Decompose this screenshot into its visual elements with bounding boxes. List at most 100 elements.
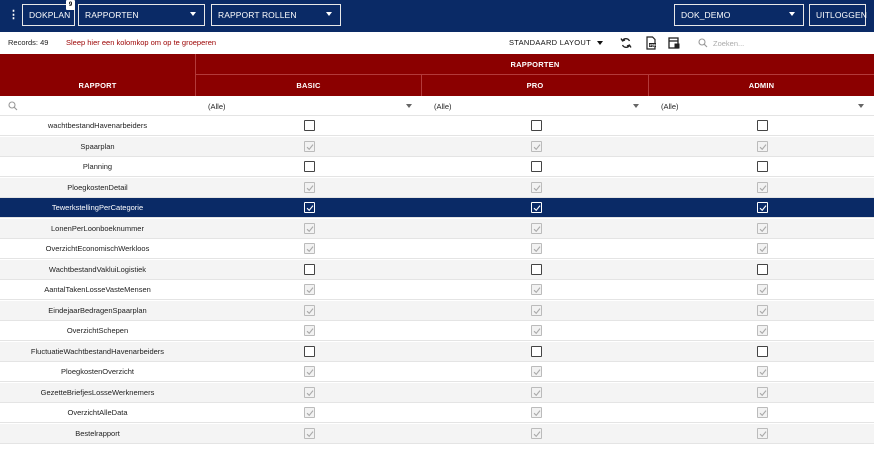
pro-checkbox[interactable]	[531, 386, 542, 398]
pro-checkbox[interactable]	[531, 427, 542, 439]
admin-checkbox[interactable]	[757, 222, 768, 234]
column-header-rapport[interactable]: RAPPORT	[0, 54, 196, 96]
view-select[interactable]: RAPPORT ROLLEN	[211, 4, 341, 26]
basic-checkbox[interactable]	[304, 263, 315, 275]
environment-select[interactable]: DOK_DEMO	[674, 4, 804, 26]
pro-checkbox[interactable]	[531, 284, 542, 295]
refresh-icon[interactable]	[619, 36, 633, 50]
table-row[interactable]: OverzichtSchepen	[0, 321, 874, 341]
checkmark-icon	[759, 246, 767, 253]
pro-checkbox[interactable]	[531, 243, 542, 254]
table-row[interactable]: TewerkstellingPerCategorie	[0, 198, 874, 218]
basic-checkbox[interactable]	[304, 120, 315, 131]
basic-checkbox[interactable]	[304, 325, 315, 336]
pro-checkbox[interactable]	[531, 120, 542, 131]
group-panel-hint[interactable]: Sleep hier een kolomkop om op te groeper…	[66, 38, 217, 47]
checkmark-icon	[306, 143, 314, 150]
basic-checkbox[interactable]	[304, 427, 315, 439]
table-row[interactable]: EindejaarBedragenSpaarplan	[0, 300, 874, 321]
pro-checkbox[interactable]	[531, 366, 542, 377]
chevron-down-icon	[406, 104, 412, 108]
table-row[interactable]: OverzichtAlleData	[0, 403, 874, 423]
column-header-pro[interactable]: PRO	[422, 75, 649, 96]
admin-checkbox[interactable]	[757, 304, 768, 316]
basic-checkbox[interactable]	[304, 407, 315, 418]
pro-checkbox[interactable]	[531, 161, 542, 172]
filter-pro-value: (Alle)	[434, 102, 452, 111]
admin-checkbox[interactable]	[757, 345, 768, 357]
pro-checkbox[interactable]	[531, 263, 542, 275]
chevron-down-icon	[789, 12, 795, 16]
column-chooser-icon[interactable]	[667, 36, 681, 50]
layout-select[interactable]: STANDAARD LAYOUT	[509, 38, 604, 47]
pro-checkbox[interactable]	[531, 304, 542, 316]
table-row[interactable]: FluctuatieWachtbestandHavenarbeiders	[0, 341, 874, 362]
pro-checkbox[interactable]	[531, 407, 542, 418]
column-header-basic[interactable]: BASIC	[196, 75, 422, 96]
table-row[interactable]: PloegkostenDetail	[0, 177, 874, 198]
search-icon[interactable]	[8, 101, 18, 113]
table-row[interactable]: Bestelrapport	[0, 423, 874, 444]
admin-checkbox[interactable]	[757, 407, 768, 418]
checkmark-icon	[306, 328, 314, 335]
table-row[interactable]: GezetteBriefjesLosseWerknemers	[0, 382, 874, 403]
search-input[interactable]	[713, 37, 863, 50]
column-header-admin[interactable]: ADMIN	[649, 75, 874, 96]
more-menu-icon[interactable]: ⋮	[8, 9, 19, 21]
app-button[interactable]: DOKPLAN	[22, 4, 75, 26]
pro-checkbox[interactable]	[531, 202, 542, 213]
basic-checkbox[interactable]	[304, 140, 315, 152]
basic-checkbox[interactable]	[304, 222, 315, 234]
app-button-label: DOKPLAN	[29, 10, 71, 20]
admin-checkbox[interactable]	[757, 427, 768, 439]
module-select[interactable]: RAPPORTEN	[78, 4, 205, 26]
search-icon	[698, 38, 708, 48]
pro-checkbox[interactable]	[531, 222, 542, 234]
admin-checkbox[interactable]	[757, 366, 768, 377]
export-pdf-icon[interactable]: PDF	[644, 36, 658, 50]
basic-checkbox[interactable]	[304, 181, 315, 193]
filter-admin[interactable]: (Alle)	[649, 96, 874, 116]
table-row[interactable]: LonenPerLoonboeknummer	[0, 218, 874, 239]
filter-basic[interactable]: (Alle)	[196, 96, 422, 116]
admin-checkbox[interactable]	[757, 161, 768, 172]
pro-checkbox[interactable]	[531, 325, 542, 336]
table-row[interactable]: wachtbestandHavenarbeiders	[0, 116, 874, 136]
search-box[interactable]	[698, 37, 868, 51]
basic-checkbox[interactable]	[304, 386, 315, 398]
table-row[interactable]: Spaarplan	[0, 136, 874, 157]
admin-checkbox[interactable]	[757, 386, 768, 398]
basic-checkbox[interactable]	[304, 243, 315, 254]
svg-text:PDF: PDF	[650, 43, 656, 47]
admin-checkbox[interactable]	[757, 263, 768, 275]
admin-checkbox[interactable]	[757, 325, 768, 336]
basic-checkbox[interactable]	[304, 345, 315, 357]
table-row[interactable]: PloegkostenOverzicht	[0, 362, 874, 382]
admin-checkbox[interactable]	[757, 243, 768, 254]
pro-checkbox[interactable]	[531, 181, 542, 193]
table-row[interactable]: WachtbestandVakluiLogistiek	[0, 259, 874, 280]
pro-checkbox[interactable]	[531, 140, 542, 152]
logout-button-label: UITLOGGEN	[816, 10, 867, 20]
admin-checkbox[interactable]	[757, 140, 768, 152]
checkmark-icon	[533, 143, 541, 150]
admin-checkbox[interactable]	[757, 284, 768, 295]
table-row[interactable]: OverzichtEconomischWerkloos	[0, 239, 874, 259]
basic-checkbox[interactable]	[304, 366, 315, 377]
rapport-name-cell: Spaarplan	[80, 141, 115, 151]
basic-checkbox[interactable]	[304, 284, 315, 295]
basic-checkbox[interactable]	[304, 161, 315, 172]
filter-pro[interactable]: (Alle)	[422, 96, 649, 116]
logout-button[interactable]: UITLOGGEN	[809, 4, 867, 26]
rapport-name-cell: EindejaarBedragenSpaarplan	[48, 305, 147, 315]
admin-checkbox[interactable]	[757, 120, 768, 131]
basic-checkbox[interactable]	[304, 202, 315, 213]
table-row[interactable]: Planning	[0, 157, 874, 177]
checkmark-icon	[759, 389, 767, 396]
admin-checkbox[interactable]	[757, 181, 768, 193]
rapport-name-cell: FluctuatieWachtbestandHavenarbeiders	[30, 346, 165, 356]
table-row[interactable]: AantalTakenLosseVasteMensen	[0, 280, 874, 300]
pro-checkbox[interactable]	[531, 345, 542, 357]
basic-checkbox[interactable]	[304, 304, 315, 316]
admin-checkbox[interactable]	[757, 202, 768, 213]
